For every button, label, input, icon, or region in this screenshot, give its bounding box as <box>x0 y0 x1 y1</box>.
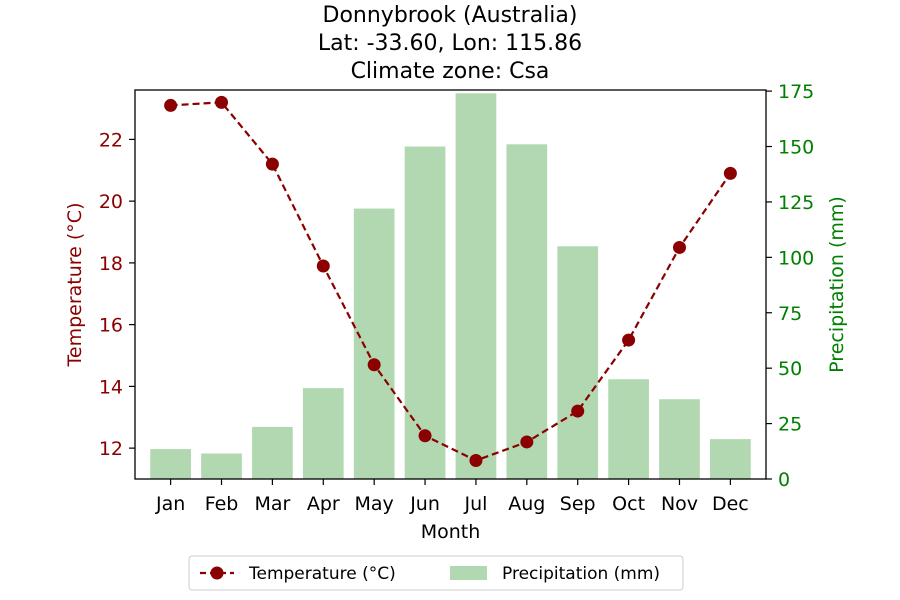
x-tick-label: Aug <box>508 493 545 515</box>
temperature-tick-label: 20 <box>99 191 123 213</box>
x-tick-label: Sep <box>560 493 596 515</box>
x-tick-label: Jan <box>155 493 185 515</box>
temperature-point-sep <box>571 404 585 418</box>
temperature-point-mar <box>265 157 279 171</box>
precipitation-axis: 0 25 50 75 100 125 150 175 <box>766 81 814 491</box>
legend-temperature-marker <box>210 566 224 580</box>
x-tick-label: Dec <box>712 493 749 515</box>
precipitation-bar-nov <box>659 399 700 479</box>
precipitation-bar-apr <box>302 388 344 479</box>
legend-precipitation-swatch <box>450 566 487 580</box>
plot-frame <box>134 89 767 480</box>
precipitation-bar-feb <box>201 453 242 479</box>
precipitation-axis-label: Precipitation (mm) <box>826 196 848 373</box>
precipitation-bar-sep <box>557 246 599 479</box>
precipitation-bar-dec <box>710 439 751 479</box>
precipitation-tick-label: 125 <box>778 192 814 214</box>
x-axis: Jan Feb Mar Apr May Jun Jul Aug Sep Oct Nov Dec <box>155 479 749 515</box>
temperature-point-jun <box>418 429 432 443</box>
title-line-2: Lat: -33.60, Lon: 115.86 <box>318 31 582 56</box>
temperature-tick-label: 16 <box>99 315 123 337</box>
temperature-point-dec <box>723 166 737 180</box>
x-tick-label: Jul <box>463 493 487 515</box>
precipitation-tick-label: 25 <box>778 414 802 436</box>
temperature-tick-label: 22 <box>99 129 123 151</box>
precipitation-tick-label: 175 <box>778 81 814 103</box>
x-tick-label: Mar <box>254 493 290 515</box>
temperature-series <box>164 95 737 467</box>
temperature-tick-label: 18 <box>99 253 123 275</box>
precipitation-bar-aug <box>506 144 548 479</box>
legend: Temperature (°C) Precipitation (mm) <box>188 555 684 591</box>
x-tick-label: Nov <box>661 493 698 515</box>
temperature-tick-label: 12 <box>99 438 123 460</box>
x-axis-label: Month <box>421 521 481 543</box>
x-tick-label: Oct <box>612 493 645 515</box>
precipitation-tick-label: 100 <box>778 247 814 269</box>
temperature-point-jul <box>469 453 483 467</box>
title-line-1: Donnybrook (Australia) <box>323 3 578 28</box>
temperature-line <box>170 101 732 462</box>
precipitation-tick-label: 150 <box>778 137 814 159</box>
x-tick-label: May <box>355 493 394 515</box>
title-line-3: Climate zone: Csa <box>351 59 550 84</box>
temperature-point-oct <box>622 333 636 347</box>
temperature-tick-label: 14 <box>99 376 123 398</box>
temperature-point-jan <box>164 98 178 112</box>
precipitation-bar-jun <box>404 146 446 479</box>
legend-temperature-label: Temperature (°C) <box>248 564 396 584</box>
x-tick-label: Jun <box>409 493 440 515</box>
precipitation-bars <box>150 93 751 480</box>
precipitation-bar-jan <box>150 449 191 479</box>
temperature-point-feb <box>215 95 229 109</box>
legend-frame <box>188 555 684 591</box>
temperature-point-aug <box>520 435 534 449</box>
precipitation-bar-mar <box>252 426 293 479</box>
temperature-point-apr <box>316 259 330 273</box>
temperature-point-may <box>367 358 381 372</box>
temperature-axis-label: Temperature (°C) <box>64 203 86 368</box>
x-tick-label: Feb <box>205 493 239 515</box>
precipitation-bar-jul <box>455 93 497 480</box>
temperature-axis: 12 14 16 18 20 22 <box>99 129 135 460</box>
precipitation-bar-may <box>353 208 395 479</box>
chart-title: Donnybrook (Australia) Lat: -33.60, Lon: … <box>318 3 582 84</box>
precipitation-tick-label: 0 <box>778 469 790 491</box>
precipitation-tick-label: 50 <box>778 358 802 380</box>
precipitation-tick-label: 75 <box>778 303 802 325</box>
precipitation-bar-oct <box>608 379 649 479</box>
legend-precipitation-label: Precipitation (mm) <box>502 564 660 584</box>
temperature-point-nov <box>672 240 686 254</box>
x-tick-label: Apr <box>307 493 340 515</box>
